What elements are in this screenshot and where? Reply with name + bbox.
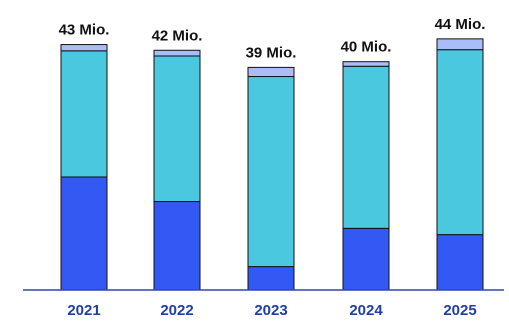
x-tick-label-2025: 2025 xyxy=(443,302,476,319)
bar-segment-2022-series-1 xyxy=(153,201,201,291)
bar-segment-2023-series-2 xyxy=(247,76,295,268)
bar-segment-2024-series-2 xyxy=(342,65,390,229)
bar-segment-2021-series-2 xyxy=(60,50,108,178)
total-label-2025: 44 Mio. xyxy=(435,16,486,33)
bar-segment-2022-series-2 xyxy=(153,55,201,203)
x-tick-label-2023: 2023 xyxy=(254,302,287,319)
bar-segment-2023-series-1 xyxy=(247,266,295,291)
bar-segment-2024-series-1 xyxy=(342,227,390,291)
total-label-2024: 40 Mio. xyxy=(341,39,392,56)
bar-segment-2025-series-3 xyxy=(436,38,484,51)
bar-segment-2025-series-2 xyxy=(436,49,484,236)
x-tick-label-2021: 2021 xyxy=(67,302,100,319)
bars-layer xyxy=(60,38,484,291)
bar-segment-2024-series-3 xyxy=(342,61,390,67)
bar-segment-2022-series-3 xyxy=(153,49,201,57)
bar-segment-2025-series-1 xyxy=(436,234,484,291)
bar-segment-2021-series-1 xyxy=(60,176,108,291)
bar-segment-2023-series-3 xyxy=(247,66,295,78)
x-tick-label-2022: 2022 xyxy=(160,302,193,319)
total-label-2023: 39 Mio. xyxy=(246,44,297,61)
x-tick-label-2024: 2024 xyxy=(349,302,383,319)
total-label-2022: 42 Mio. xyxy=(152,27,203,44)
bar-segment-2021-series-3 xyxy=(60,44,108,52)
labels-layer: 43 Mio. 2021 42 Mio. 2022 39 Mio. 2023 40 Mio.… xyxy=(59,16,486,319)
total-label-2021: 43 Mio. xyxy=(59,22,110,39)
